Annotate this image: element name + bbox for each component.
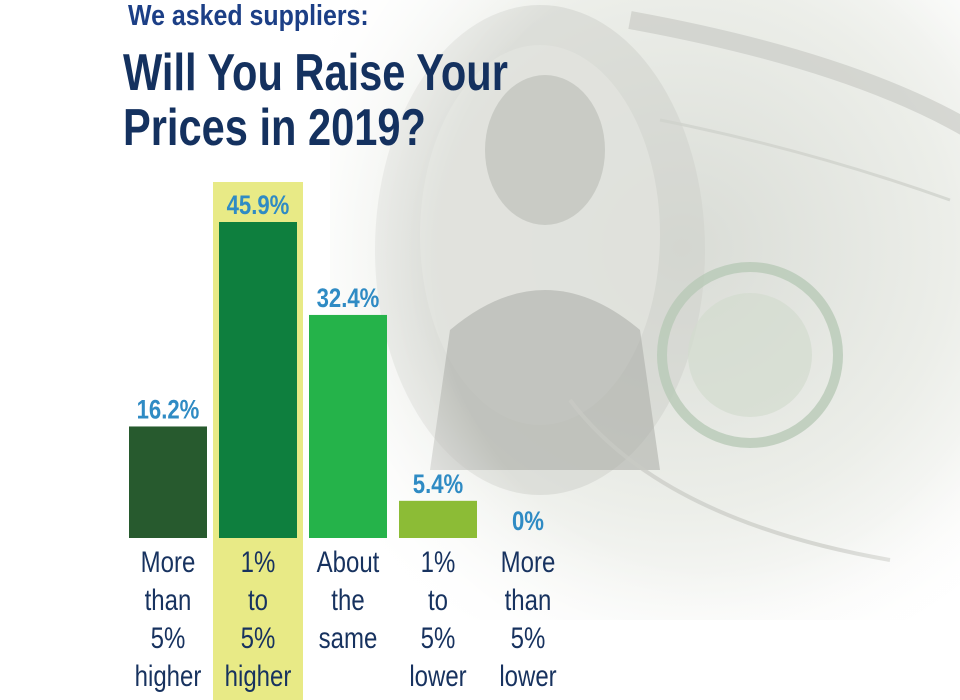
- category-label-1: More than 5% higher: [135, 544, 202, 692]
- chart-subtitle: We asked suppliers:: [128, 0, 369, 32]
- value-label-4: 5.4%: [413, 470, 463, 500]
- bar-1: [129, 426, 207, 538]
- value-label-3: 32.4%: [317, 284, 380, 314]
- chart-title-line-2: Prices in 2019?: [123, 99, 426, 157]
- value-label-1: 16.2%: [137, 396, 200, 426]
- bar-2: [219, 222, 297, 538]
- bar-3: [309, 314, 387, 538]
- category-label-4: 1% to 5% lower: [409, 544, 466, 692]
- chart-title-line-1: Will You Raise Your: [123, 44, 508, 102]
- chart-title: Will You Raise Your Prices in 2019?: [123, 46, 508, 156]
- bar-4: [399, 500, 477, 538]
- value-label-5: 0%: [512, 507, 544, 537]
- category-label-2: 1% to 5% higher: [225, 544, 292, 692]
- category-label-3: About the same: [317, 544, 380, 654]
- value-label-2: 45.9%: [227, 191, 290, 221]
- category-label-5: More than 5% lower: [499, 544, 556, 692]
